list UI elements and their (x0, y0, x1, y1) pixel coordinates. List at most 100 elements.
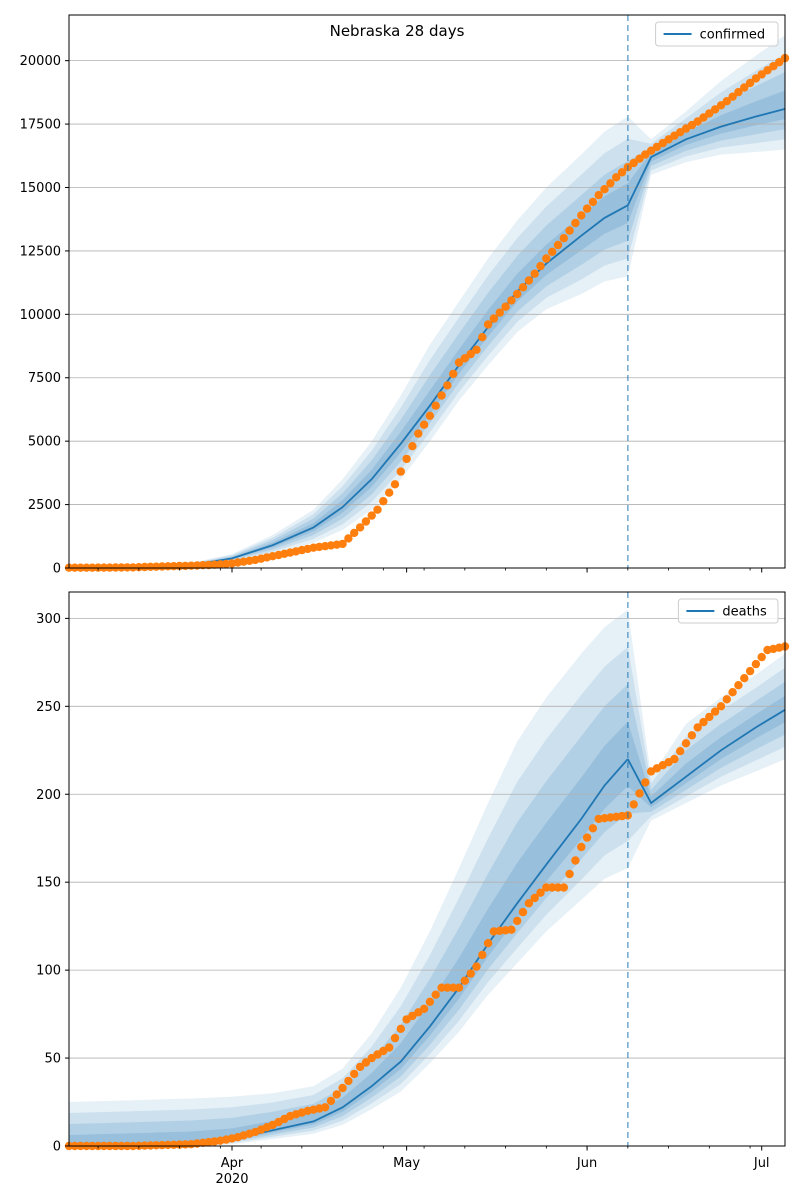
deaths-y-tick-label: 100 (36, 964, 61, 979)
confirmed-observed-point (501, 302, 510, 311)
deaths-observed-point (751, 659, 761, 669)
confirmed-observed-point (367, 511, 376, 520)
deaths-observed-point (693, 723, 702, 732)
confirmed-observed-point (128, 563, 138, 572)
deaths-observed-point (559, 883, 568, 892)
confirmed-observed-point (472, 345, 481, 354)
confirmed-observed-point (594, 190, 603, 200)
confirmed-panel: 0 2500 5000 7500 10000 12500 15000 17500 20000 N… (20, 14, 790, 577)
confirmed-observed-point (710, 105, 720, 114)
confirmed-observed-point (344, 534, 353, 543)
confirmed-observed-point (518, 283, 528, 292)
deaths-observed-point (326, 1096, 336, 1106)
confirmed-observed-point (460, 354, 469, 363)
x-tick-label: Apr (221, 1156, 244, 1171)
deaths-model-line-segment (627, 709, 786, 805)
confirmed-band-1-seg-0 (69, 138, 628, 568)
deaths-observed-points (64, 642, 790, 1151)
deaths-band-0-seg-1 (627, 609, 785, 869)
confirmed-observed-point (489, 314, 499, 323)
x-tick-year-label: 2020 (215, 1172, 248, 1187)
deaths-observed-point (443, 983, 452, 992)
confirmed-observed-point (600, 185, 609, 194)
confirmed-observed-point (571, 218, 580, 228)
deaths-band-1-seg-0 (69, 647, 628, 1146)
confirmed-observed-point (617, 168, 627, 177)
confirmed-observed-point (588, 197, 598, 207)
confirmed-observed-point (542, 254, 551, 263)
confirmed-band-1-seg-1 (627, 53, 785, 259)
deaths-band-2-seg-0 (69, 684, 628, 1146)
deaths-observed-point (454, 983, 464, 992)
confirmed-observed-point (379, 497, 388, 506)
deaths-observed-point (320, 1103, 330, 1112)
confirmed-legend-label: confirmed (700, 28, 766, 43)
confirmed-observed-point (740, 83, 749, 92)
deaths-observed-point (629, 800, 638, 809)
deaths-observed-point (588, 824, 598, 833)
confirmed-observed-point (734, 87, 743, 97)
confirmed-observed-point (699, 113, 708, 122)
deaths-observed-point (437, 983, 446, 992)
deaths-observed-point (681, 739, 691, 748)
deaths-observed-point (582, 833, 592, 842)
confirmed-uncertainty-bands (69, 35, 785, 568)
confirmed-observed-point (582, 204, 592, 213)
deaths-legend: deaths (677, 598, 779, 624)
deaths-y-ticks: 0 50 100 150 200 250 300 (36, 612, 69, 1155)
confirmed-observed-point (449, 369, 458, 379)
confirmed-band-3-seg-1 (627, 90, 785, 223)
deaths-observed-point (385, 1043, 394, 1052)
confirmed-observed-point (559, 234, 568, 243)
deaths-observed-point (419, 1004, 429, 1013)
deaths-uncertainty-bands (69, 609, 785, 1146)
confirmed-observed-point (716, 101, 726, 110)
deaths-observed-point (571, 856, 580, 865)
deaths-observed-point (530, 893, 539, 903)
confirmed-observed-point (606, 179, 615, 188)
deaths-y-tick-label: 300 (36, 612, 61, 627)
deaths-observed-point (344, 1076, 353, 1086)
deaths-observed-point (757, 652, 766, 662)
confirmed-observed-point (396, 467, 405, 476)
deaths-observed-point (641, 778, 650, 787)
confirmed-observed-point (402, 454, 411, 464)
deaths-band-2-seg-1 (627, 681, 785, 814)
deaths-observed-point (396, 1024, 405, 1034)
deaths-observed-point (699, 717, 708, 727)
deaths-observed-point (565, 869, 574, 879)
confirmed-observed-point (524, 276, 534, 285)
deaths-axes-frame (68, 591, 786, 1147)
confirmed-observed-point (361, 517, 371, 526)
deaths-observed-point (513, 916, 522, 926)
confirmed-band-2-seg-1 (627, 72, 785, 241)
confirmed-y-tick-label: 12500 (20, 244, 61, 259)
confirmed-observed-point (478, 333, 487, 342)
deaths-observed-point (635, 789, 644, 798)
confirmed-y-tick-label: 5000 (28, 435, 61, 450)
confirmed-observed-point (123, 563, 132, 572)
confirmed-observed-point (373, 505, 382, 514)
confirmed-band-0-seg-0 (69, 116, 628, 568)
deaths-observed-point (472, 962, 481, 971)
confirmed-legend: confirmed (655, 21, 779, 47)
deaths-observed-point (728, 688, 737, 697)
deaths-observed-point (518, 907, 528, 917)
confirmed-observed-point (454, 358, 464, 367)
confirmed-observed-point (612, 173, 621, 182)
confirmed-y-tick-label: 17500 (20, 118, 61, 133)
confirmed-axes-frame (68, 14, 786, 569)
deaths-observed-point (716, 702, 726, 711)
deaths-observed-point (740, 674, 749, 683)
deaths-observed-point (577, 842, 586, 852)
confirmed-observed-point (745, 78, 755, 88)
deaths-legend-label: deaths (722, 605, 767, 620)
deaths-observed-point (507, 925, 516, 934)
deaths-band-1-seg-1 (627, 647, 785, 841)
deaths-observed-point (431, 990, 440, 999)
deaths-observed-point (710, 707, 720, 716)
x-tick-label: Jul (753, 1156, 770, 1171)
